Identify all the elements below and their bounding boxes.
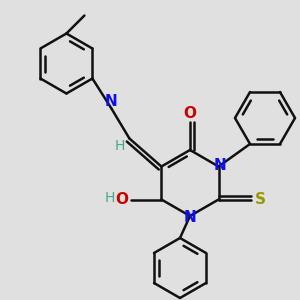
Text: O: O [184,106,196,122]
Text: S: S [255,192,266,207]
Text: N: N [105,94,118,109]
Text: N: N [213,158,226,173]
Text: H: H [114,140,124,154]
Text: O: O [115,192,128,207]
Text: H: H [104,191,115,206]
Text: N: N [184,211,196,226]
